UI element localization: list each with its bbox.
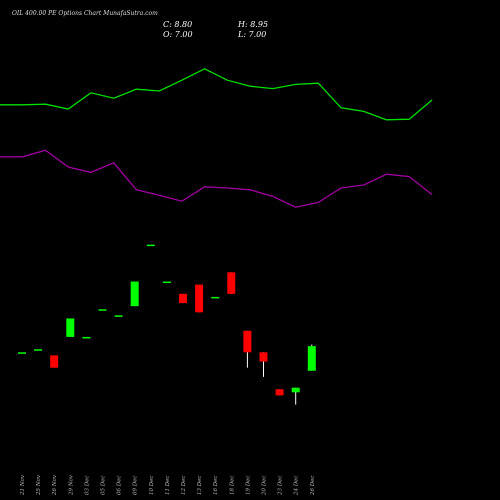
candle-body — [259, 352, 268, 362]
ohlc-low: L: 7.00 — [238, 30, 267, 39]
x-tick-label: 26 Dec — [310, 476, 316, 497]
x-tick-label: 29 Nov — [68, 474, 74, 496]
x-tick-label: 06 Dec — [117, 476, 123, 496]
x-tick-label: 25 Nov — [36, 474, 42, 496]
indicator-line-2 — [0, 149, 433, 208]
candle-body — [195, 284, 204, 313]
candle-body — [179, 293, 187, 304]
candle-body — [34, 349, 43, 351]
candle-body — [275, 389, 284, 396]
x-tick-label: 18 Dec — [229, 476, 235, 496]
ohlc-close: C: 8.80 — [163, 20, 193, 29]
candle-body — [291, 387, 300, 393]
ohlc-high: H: 8.95 — [238, 20, 269, 29]
candle-body — [243, 330, 252, 353]
candle-body — [211, 296, 220, 299]
ohlc-open: O: 7.00 — [163, 30, 193, 39]
x-tick-label: 26 Nov — [52, 474, 58, 496]
indicator-line-1 — [0, 68, 433, 121]
x-tick-label: 10 Dec — [149, 476, 155, 496]
x-tick-label: 13 Dec — [197, 476, 203, 496]
x-tick-label: 24 Dec — [294, 476, 300, 497]
candle-body — [146, 244, 155, 247]
candle-body — [162, 281, 171, 284]
x-tick-label: 03 Dec — [84, 476, 90, 496]
candle-body — [18, 352, 26, 354]
x-tick-label: 05 Dec — [101, 476, 107, 496]
candle-body — [130, 281, 139, 307]
candle-body — [50, 355, 59, 368]
candle-body — [82, 336, 91, 339]
x-tick-label: 19 Dec — [245, 476, 251, 496]
candle-body — [66, 318, 75, 337]
candle-body — [114, 315, 123, 317]
x-tick-label: 16 Dec — [213, 476, 219, 496]
x-tick-label: 23 Dec — [278, 476, 284, 497]
candle-body — [98, 309, 107, 311]
x-tick-label: 20 Dec — [262, 476, 268, 497]
candle-body — [307, 346, 316, 371]
chart-title: OIL 400.00 PE Options Chart MunafaSutra.… — [12, 10, 158, 17]
candle-body — [227, 272, 236, 294]
x-tick-label: 12 Dec — [181, 476, 187, 496]
x-tick-label: 21 Nov — [20, 474, 26, 496]
x-tick-label: 09 Dec — [133, 476, 139, 496]
x-tick-label: 11 Dec — [165, 476, 171, 496]
